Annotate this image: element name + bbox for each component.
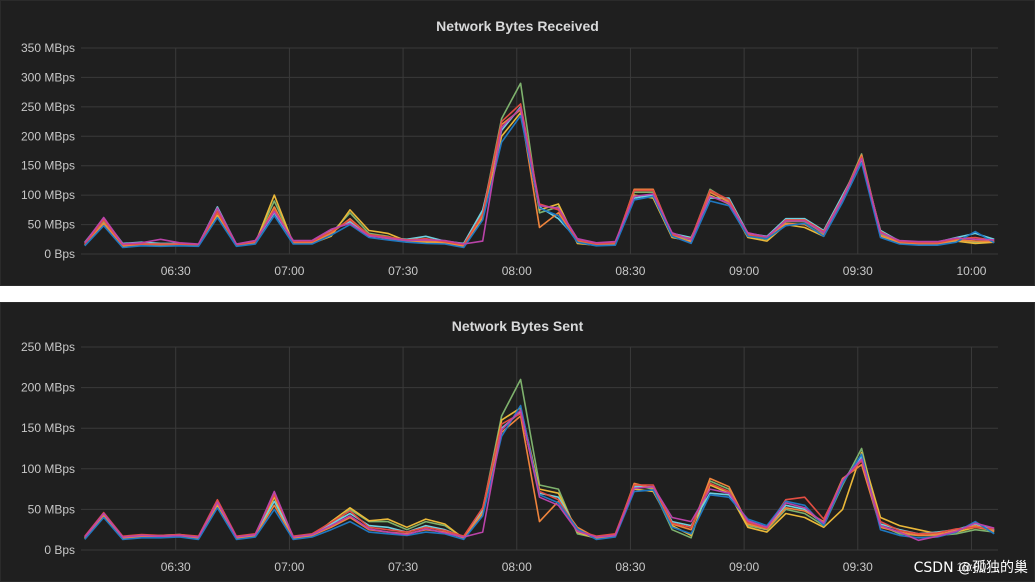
chart-title: Network Bytes Received <box>436 18 599 34</box>
y-tick-label: 300 MBps <box>21 70 75 84</box>
series-line-7 <box>84 107 995 245</box>
x-tick-label: 07:30 <box>388 560 418 574</box>
x-tick-label: 08:30 <box>615 264 645 278</box>
y-tick-label: 200 MBps <box>21 129 75 143</box>
x-tick-label: 08:30 <box>615 560 645 574</box>
y-tick-label: 150 MBps <box>21 159 75 173</box>
y-tick-label: 100 MBps <box>21 462 75 476</box>
watermark: CSDN @孤独的巢 <box>913 560 1028 576</box>
y-tick-label: 0 Bps <box>44 543 75 557</box>
y-tick-label: 250 MBps <box>21 100 75 114</box>
y-tick-label: 50 MBps <box>28 502 75 516</box>
chart-title: Network Bytes Sent <box>451 318 584 334</box>
chart-panel-received: Network Bytes Received 0 Bps 50 MBps 100 M… <box>0 0 1035 286</box>
x-tick-label: 06:30 <box>161 264 191 278</box>
x-tick-label: 09:00 <box>729 560 759 574</box>
x-tick-label: 09:30 <box>843 264 873 278</box>
y-tick-label: 250 MBps <box>21 340 75 354</box>
x-tick-label: 10:00 <box>956 264 986 278</box>
chart-received-svg: 0 Bps 50 MBps 100 MBps 150 MBps 200 MBps 250 … <box>21 41 998 278</box>
x-tick-label: 06:30 <box>161 560 191 574</box>
y-tick-label: 150 MBps <box>21 421 75 435</box>
x-tick-label: 07:00 <box>274 560 304 574</box>
chart-sent-svg: 0 Bps 50 MBps 100 MBps 150 MBps 200 MBps 250 … <box>21 340 998 574</box>
x-tick-label: 08:00 <box>502 560 532 574</box>
y-tick-label: 200 MBps <box>21 381 75 395</box>
x-tick-label: 09:30 <box>843 560 873 574</box>
y-tick-label: 350 MBps <box>21 41 75 55</box>
y-tick-label: 100 MBps <box>21 188 75 202</box>
x-tick-label: 07:30 <box>388 264 418 278</box>
chart-panel-sent: Network Bytes Sent 0 Bps 50 MBps 100 MBps 1… <box>0 302 1035 582</box>
x-tick-label: 10:00 <box>956 560 986 574</box>
y-tick-label: 50 MBps <box>28 218 75 232</box>
y-tick-label: 0 Bps <box>44 247 75 261</box>
x-tick-label: 09:00 <box>729 264 759 278</box>
series-line-7 <box>84 409 995 542</box>
x-tick-label: 07:00 <box>274 264 304 278</box>
x-tick-label: 08:00 <box>502 264 532 278</box>
series-line-6 <box>84 114 995 249</box>
